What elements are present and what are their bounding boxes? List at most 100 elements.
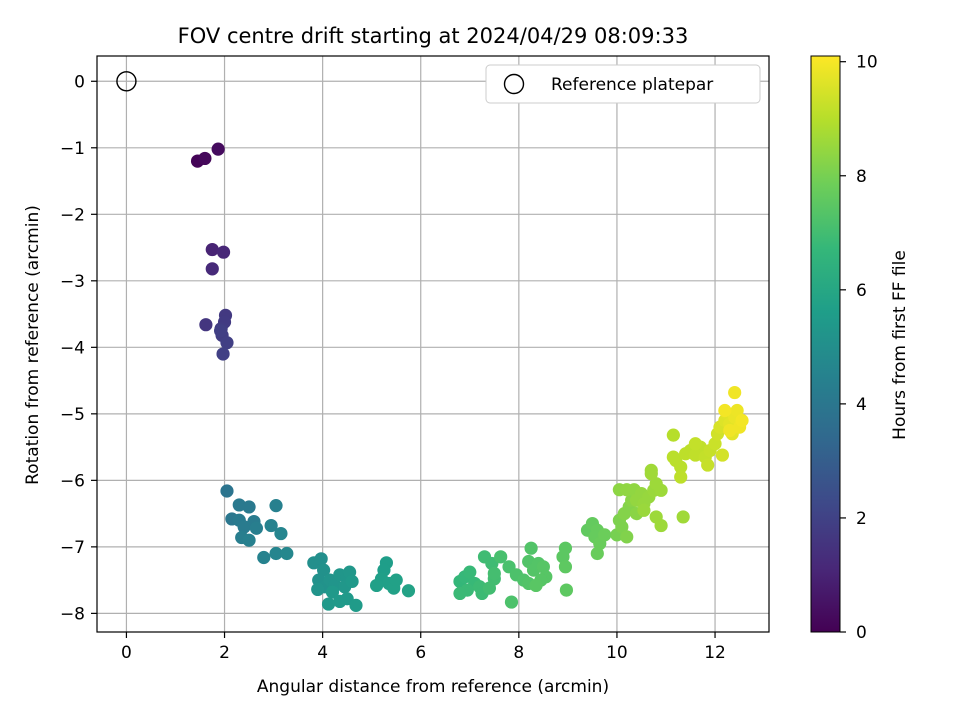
y-tick-label: −3 <box>60 272 85 292</box>
y-axis-label: Rotation from reference (arcmin) <box>23 205 43 485</box>
data-point <box>674 460 688 474</box>
data-point <box>718 403 732 418</box>
x-tick-label: 4 <box>317 643 328 663</box>
legend-marker <box>503 73 525 95</box>
data-point <box>249 521 264 535</box>
y-axis-ticks: 0 −1 −2 −3 −4 −5 −6 −7 −8 <box>60 72 97 624</box>
data-point <box>674 470 688 484</box>
data-point <box>494 550 508 564</box>
data-point <box>205 242 219 257</box>
data-point <box>220 484 234 498</box>
data-point <box>598 528 612 542</box>
chart-title: FOV centre drift starting at 2024/04/29 … <box>178 24 689 48</box>
data-point <box>688 437 703 451</box>
data-point <box>666 450 680 464</box>
data-point <box>482 581 497 595</box>
colorbar-tick-label: 10 <box>856 53 878 73</box>
y-tick-label: −8 <box>60 604 85 624</box>
data-point <box>654 518 668 533</box>
data-point <box>701 458 715 472</box>
data-point <box>205 262 219 276</box>
data-point <box>211 142 225 156</box>
grid <box>97 56 769 632</box>
data-point <box>463 565 477 579</box>
data-point <box>401 584 416 598</box>
colorbar-tick-label: 0 <box>856 623 867 643</box>
data-point <box>654 483 668 497</box>
data-point <box>590 546 604 561</box>
data-point <box>637 503 651 517</box>
x-axis-ticks: 0 2 4 6 8 10 12 <box>121 632 726 663</box>
colorbar <box>810 55 841 633</box>
legend-label: Reference platepar <box>551 75 713 95</box>
x-tick-label: 8 <box>513 643 524 663</box>
data-point <box>311 582 325 597</box>
data-point <box>730 403 744 418</box>
data-point <box>345 574 359 589</box>
data-point <box>269 546 283 561</box>
data-point <box>317 563 331 577</box>
legend: Reference platepar <box>485 64 761 104</box>
data-point <box>644 463 658 477</box>
data-point <box>389 573 403 587</box>
x-axis-label: Angular distance from reference (arcmin) <box>257 677 609 697</box>
data-point <box>216 347 230 361</box>
data-point <box>708 437 722 451</box>
data-point <box>676 510 690 524</box>
data-point <box>715 448 730 462</box>
data-point <box>242 533 256 547</box>
y-tick-label: −1 <box>60 139 85 159</box>
data-point <box>216 245 231 259</box>
y-tick-label: −6 <box>60 471 85 491</box>
reference-marker <box>116 71 137 92</box>
plot-frame <box>96 55 770 633</box>
colorbar-tick-label: 2 <box>856 509 867 529</box>
data-point <box>321 597 336 611</box>
data-point <box>314 552 328 566</box>
y-tick-label: −5 <box>60 405 85 425</box>
colorbar-ticks: 0 2 4 6 8 10 <box>840 53 878 643</box>
data-point <box>504 595 519 609</box>
data-point <box>232 498 246 512</box>
data-point <box>242 500 256 514</box>
data-point <box>536 560 550 574</box>
data-point <box>274 526 288 541</box>
data-point <box>199 318 213 332</box>
colorbar-tick-label: 4 <box>856 395 867 415</box>
data-point <box>264 518 278 533</box>
data-point <box>735 413 749 428</box>
data-point <box>269 499 283 513</box>
data-point <box>620 530 634 544</box>
data-point <box>237 520 251 534</box>
data-point <box>280 546 294 561</box>
data-point <box>728 385 742 400</box>
data-point <box>559 583 574 597</box>
y-tick-label: −2 <box>60 205 85 225</box>
data-point <box>453 586 467 601</box>
data-point <box>369 578 384 593</box>
data-point <box>723 423 737 438</box>
colorbar-tick-label: 6 <box>856 281 867 301</box>
data-point <box>349 598 363 612</box>
data-point <box>220 336 234 350</box>
y-tick-label: 0 <box>74 72 85 92</box>
x-tick-label: 10 <box>606 643 628 663</box>
data-point <box>257 550 271 565</box>
colorbar-tick-label: 8 <box>856 167 867 187</box>
y-tick-label: −4 <box>60 338 85 358</box>
data-point <box>529 578 543 593</box>
y-tick-label: −7 <box>60 538 85 558</box>
data-point <box>198 151 212 166</box>
data-point <box>524 541 538 555</box>
data-point <box>214 324 228 338</box>
x-tick-label: 6 <box>415 643 426 663</box>
data-point <box>558 560 573 574</box>
legend-box <box>485 64 761 104</box>
data-point <box>558 541 573 555</box>
colorbar-label: Hours from first FF file <box>890 250 910 440</box>
x-tick-label: 0 <box>121 643 132 663</box>
data-point <box>487 566 501 581</box>
data-points <box>190 142 749 612</box>
data-point <box>666 428 680 442</box>
